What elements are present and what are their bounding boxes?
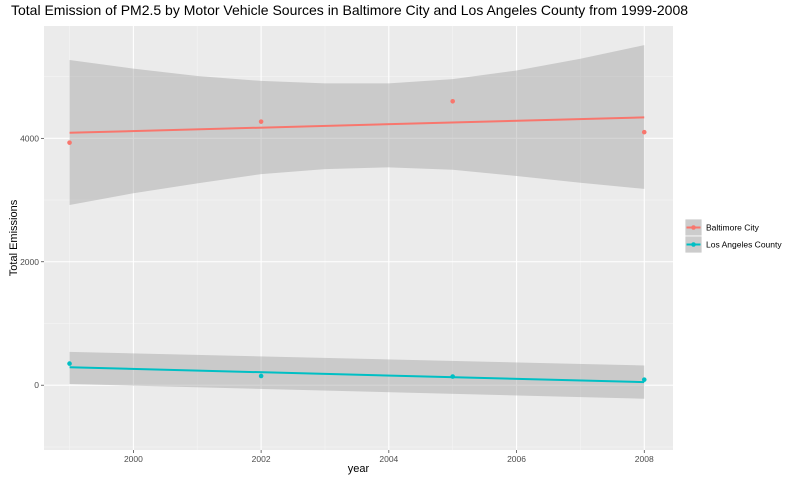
x-axis: 2000 2002 2004 2006 2008 <box>124 450 654 464</box>
legend-label: Los Angeles County <box>706 240 782 250</box>
x-tick-label: 2008 <box>635 454 654 464</box>
fit-line <box>69 116 645 134</box>
x-tick-label: 2004 <box>379 454 398 464</box>
data-point <box>258 119 264 124</box>
legend-key-point <box>691 225 696 230</box>
y-tick-label: 4000 <box>20 133 39 143</box>
y-tick-label: 2000 <box>20 257 39 267</box>
y-axis: 0 2000 4000 <box>20 133 44 390</box>
y-tick-label: 0 <box>34 380 39 390</box>
data-point <box>258 373 264 379</box>
fit-line <box>69 366 645 384</box>
minor-gridlines <box>44 26 673 450</box>
data-point <box>450 98 455 104</box>
x-tick-label: 2006 <box>507 454 526 464</box>
chart-title: Total Emission of PM2.5 by Motor Vehicle… <box>11 2 688 18</box>
legend-key-point <box>691 242 696 247</box>
y-axis-title: Total Emissions <box>8 199 20 276</box>
data-point <box>67 361 72 366</box>
data-point <box>641 377 647 382</box>
data-point <box>450 374 455 379</box>
data-point <box>67 140 72 145</box>
legend: Baltimore City Los Angeles County <box>684 218 782 254</box>
major-gridlines <box>44 26 673 450</box>
x-tick-label: 2002 <box>252 454 271 464</box>
legend-label: Baltimore City <box>706 223 760 233</box>
data-point <box>641 129 647 135</box>
data-points <box>67 98 647 382</box>
x-tick-label: 2000 <box>124 454 143 464</box>
fit-lines <box>69 116 645 384</box>
x-axis-title: year <box>348 463 370 475</box>
